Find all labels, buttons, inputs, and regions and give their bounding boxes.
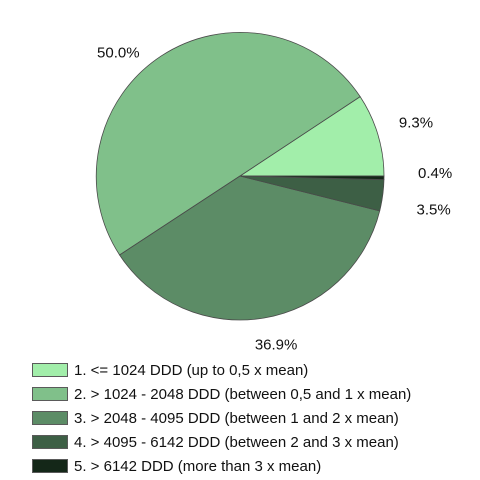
legend: 1. <= 1024 DDD (up to 0,5 x mean) 2. > 1… bbox=[32, 358, 411, 478]
pie-value-labels: 9.3% 50.0% 36.9% 3.5% 0.4% bbox=[97, 45, 452, 354]
pie-value-label-3: 36.9% bbox=[255, 337, 298, 354]
pie-slice-2 bbox=[95, 32, 361, 256]
pie-value-label-1: 9.3% bbox=[399, 115, 433, 132]
pie-chart: 9.3% 50.0% 36.9% 3.5% 0.4% bbox=[95, 32, 452, 354]
pie-slice-3 bbox=[119, 175, 381, 321]
pie-value-label-5: 0.4% bbox=[418, 165, 452, 182]
legend-label-5: 5. > 6142 DDD (more than 3 x mean) bbox=[74, 457, 322, 475]
pie-value-label-4: 3.5% bbox=[417, 202, 451, 219]
legend-item-3: 3. > 2048 - 4095 DDD (between 1 and 2 x … bbox=[32, 406, 411, 430]
legend-swatch-1 bbox=[32, 363, 68, 377]
legend-label-2: 2. > 1024 - 2048 DDD (between 0,5 and 1 … bbox=[74, 385, 412, 403]
pie-slice-1 bbox=[238, 96, 385, 177]
legend-item-2: 2. > 1024 - 2048 DDD (between 0,5 and 1 … bbox=[32, 382, 411, 406]
legend-label-3: 3. > 2048 - 4095 DDD (between 1 and 2 x … bbox=[74, 409, 399, 427]
legend-item-1: 1. <= 1024 DDD (up to 0,5 x mean) bbox=[32, 358, 411, 382]
pie-slices bbox=[95, 32, 385, 321]
pie-value-label-2: 50.0% bbox=[97, 45, 140, 62]
legend-swatch-3 bbox=[32, 411, 68, 425]
legend-item-4: 4. > 4095 - 6142 DDD (between 2 and 3 x … bbox=[32, 430, 411, 454]
legend-swatch-5 bbox=[32, 459, 68, 473]
pie-slice-5 bbox=[239, 175, 385, 181]
legend-swatch-2 bbox=[32, 387, 68, 401]
legend-item-5: 5. > 6142 DDD (more than 3 x mean) bbox=[32, 454, 411, 478]
legend-label-4: 4. > 4095 - 6142 DDD (between 2 and 3 x … bbox=[74, 433, 399, 451]
legend-label-1: 1. <= 1024 DDD (up to 0,5 x mean) bbox=[74, 361, 309, 379]
legend-swatch-4 bbox=[32, 435, 68, 449]
